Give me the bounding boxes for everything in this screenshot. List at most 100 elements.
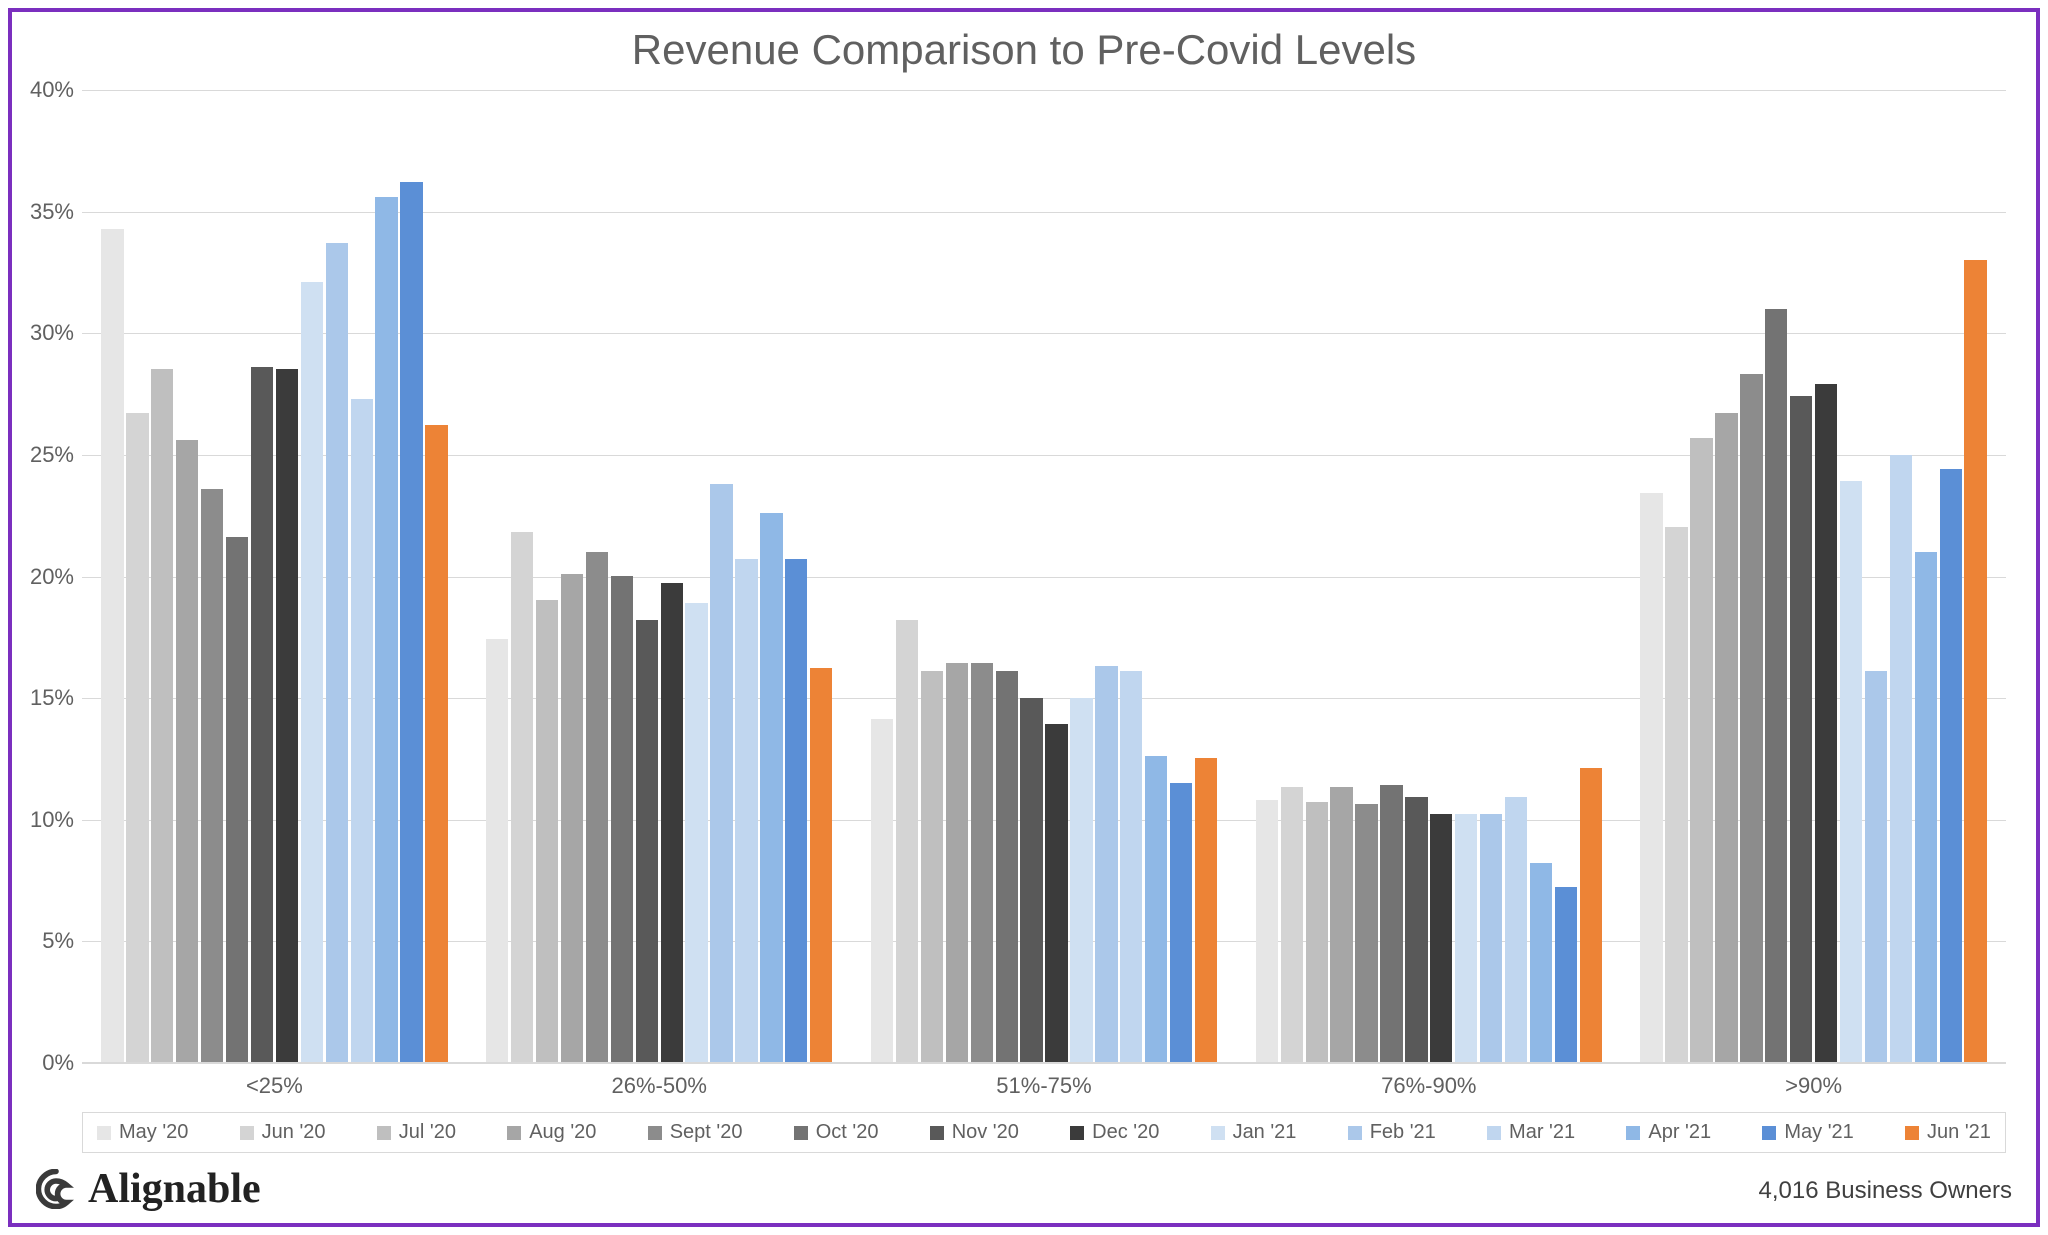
legend-swatch bbox=[794, 1126, 808, 1140]
y-tick-label: 40% bbox=[30, 77, 74, 103]
alignable-logo-icon bbox=[36, 1169, 76, 1209]
bar bbox=[151, 369, 173, 1062]
bar bbox=[1020, 698, 1042, 1063]
footnote: 4,016 Business Owners bbox=[1759, 1177, 2012, 1205]
y-tick-label: 0% bbox=[42, 1050, 74, 1076]
legend-swatch bbox=[1348, 1126, 1362, 1140]
legend-item: Mar '21 bbox=[1487, 1121, 1575, 1144]
bar bbox=[1640, 493, 1662, 1062]
chart-title: Revenue Comparison to Pre-Covid Levels bbox=[12, 26, 2036, 74]
bar bbox=[101, 229, 123, 1062]
x-tick-label: 26%-50% bbox=[467, 1073, 852, 1099]
bar bbox=[1765, 309, 1787, 1062]
bar bbox=[201, 489, 223, 1062]
bar bbox=[425, 425, 447, 1062]
bar bbox=[1865, 671, 1887, 1062]
legend-item: Jun '20 bbox=[240, 1121, 326, 1144]
bar bbox=[1690, 438, 1712, 1063]
legend-swatch bbox=[1211, 1126, 1225, 1140]
bar-group bbox=[852, 90, 1237, 1062]
bar bbox=[1915, 552, 1937, 1062]
legend-label: Jul '20 bbox=[399, 1121, 456, 1144]
bar-group bbox=[82, 90, 467, 1062]
y-tick-label: 25% bbox=[30, 442, 74, 468]
legend-label: Feb '21 bbox=[1370, 1121, 1436, 1144]
legend-item: Jun '21 bbox=[1905, 1121, 1991, 1144]
bar bbox=[536, 600, 558, 1062]
bar bbox=[760, 513, 782, 1062]
legend-label: Jun '21 bbox=[1927, 1121, 1991, 1144]
bar bbox=[351, 399, 373, 1062]
bar bbox=[1480, 814, 1502, 1062]
bar bbox=[685, 603, 707, 1062]
x-tick-label: >90% bbox=[1621, 1073, 2006, 1099]
y-tick-label: 10% bbox=[30, 807, 74, 833]
y-tick-label: 35% bbox=[30, 199, 74, 225]
y-tick-label: 5% bbox=[42, 928, 74, 954]
bars-area bbox=[82, 90, 2006, 1063]
legend-item: Apr '21 bbox=[1626, 1121, 1711, 1144]
bar bbox=[785, 559, 807, 1062]
bar bbox=[326, 243, 348, 1062]
brand-name: Alignable bbox=[88, 1165, 261, 1213]
bar bbox=[636, 620, 658, 1062]
bar bbox=[486, 639, 508, 1062]
legend-label: Aug '20 bbox=[529, 1121, 596, 1144]
bar bbox=[375, 197, 397, 1062]
bar bbox=[1045, 724, 1067, 1062]
bar bbox=[1505, 797, 1527, 1062]
legend-swatch bbox=[648, 1126, 662, 1140]
x-tick-label: 76%-90% bbox=[1236, 1073, 1621, 1099]
bar bbox=[1306, 802, 1328, 1062]
bar bbox=[1665, 527, 1687, 1062]
legend-swatch bbox=[240, 1126, 254, 1140]
legend-swatch bbox=[1905, 1126, 1919, 1140]
legend-label: Dec '20 bbox=[1092, 1121, 1159, 1144]
bar bbox=[1840, 481, 1862, 1062]
legend-item: Nov '20 bbox=[930, 1121, 1019, 1144]
bar bbox=[871, 719, 893, 1062]
bar bbox=[996, 671, 1018, 1062]
chart-frame: Revenue Comparison to Pre-Covid Levels 0… bbox=[8, 8, 2040, 1227]
bar bbox=[1256, 800, 1278, 1062]
bar bbox=[1715, 413, 1737, 1062]
legend-item: Feb '21 bbox=[1348, 1121, 1436, 1144]
x-axis-labels: <25%26%-50%51%-75%76%-90%>90% bbox=[82, 1073, 2006, 1099]
legend-swatch bbox=[97, 1126, 111, 1140]
legend-item: May '21 bbox=[1762, 1121, 1853, 1144]
bar bbox=[400, 182, 422, 1062]
bar bbox=[946, 663, 968, 1062]
bar bbox=[1330, 787, 1352, 1062]
legend-swatch bbox=[1762, 1126, 1776, 1140]
bar bbox=[276, 369, 298, 1062]
legend-label: Nov '20 bbox=[952, 1121, 1019, 1144]
legend-swatch bbox=[1070, 1126, 1084, 1140]
legend-item: Dec '20 bbox=[1070, 1121, 1159, 1144]
legend-label: Jun '20 bbox=[262, 1121, 326, 1144]
bar bbox=[1145, 756, 1167, 1062]
bar bbox=[735, 559, 757, 1062]
bar bbox=[1120, 671, 1142, 1062]
bar bbox=[1815, 384, 1837, 1062]
legend-item: Sept '20 bbox=[648, 1121, 743, 1144]
bar-group bbox=[1236, 90, 1621, 1062]
bar bbox=[1380, 785, 1402, 1062]
legend: May '20 Jun '20 Jul '20 Aug '20 Sept '20 Oct … bbox=[82, 1112, 2006, 1153]
bar-group bbox=[1621, 90, 2006, 1062]
legend-swatch bbox=[377, 1126, 391, 1140]
bar bbox=[586, 552, 608, 1062]
bar bbox=[1964, 260, 1986, 1062]
legend-label: Oct '20 bbox=[816, 1121, 879, 1144]
legend-swatch bbox=[1487, 1126, 1501, 1140]
bar bbox=[896, 620, 918, 1062]
legend-item: Jul '20 bbox=[377, 1121, 456, 1144]
bar bbox=[1430, 814, 1452, 1062]
bar bbox=[1530, 863, 1552, 1062]
bar bbox=[1195, 758, 1217, 1062]
legend-label: May '20 bbox=[119, 1121, 188, 1144]
legend-item: Aug '20 bbox=[507, 1121, 596, 1144]
x-tick-label: 51%-75% bbox=[852, 1073, 1237, 1099]
bar bbox=[971, 663, 993, 1062]
bar bbox=[1580, 768, 1602, 1062]
bar bbox=[561, 574, 583, 1062]
